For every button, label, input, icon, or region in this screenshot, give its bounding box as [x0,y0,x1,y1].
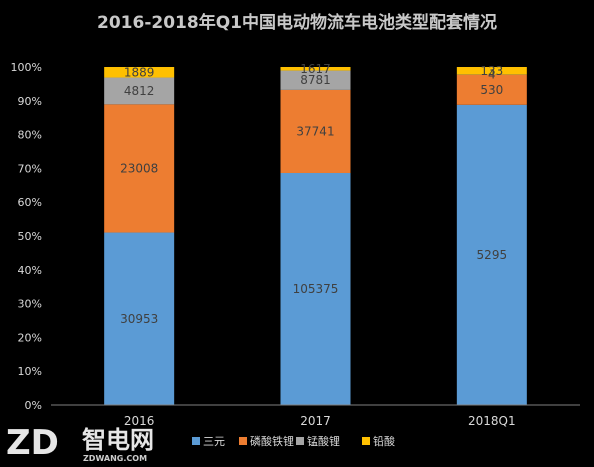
legend-swatch [296,437,304,445]
data-label: 133 [480,64,503,78]
legend-swatch [239,437,247,445]
data-label: 530 [480,83,503,97]
legend-label: 铅酸 [373,434,395,448]
y-tick-label: 40% [18,264,42,277]
legend-swatch [192,437,200,445]
legend-label: 三元 [203,435,225,448]
y-tick-label: 0% [25,399,42,412]
watermark-name: 智电网 [82,426,154,454]
y-tick-label: 100% [11,61,42,74]
data-label: 1617 [300,62,331,76]
y-tick-label: 30% [18,298,42,311]
watermark-site: ZDWANG.COM [83,454,147,463]
data-label: 5295 [477,248,508,262]
data-label: 8781 [300,73,331,87]
data-label: 4 [488,68,496,82]
y-tick-label: 60% [18,196,42,209]
data-label: 1889 [124,65,155,79]
x-tick-label: 2016 [124,414,155,428]
legend-swatch [362,437,370,445]
y-tick-label: 70% [18,162,42,175]
bar-segment [104,67,175,78]
watermark-brand: ZD [6,424,59,463]
data-label: 105375 [293,282,339,296]
legend-label: 磷酸铁锂 [250,434,294,448]
chart-title: 2016-2018年Q1中国电动物流车电池类型配套情况 [97,12,497,33]
bar-segment [104,104,175,233]
data-label: 37741 [296,124,334,138]
bar-segment [456,74,527,105]
bar-segment [280,70,351,90]
x-tick-label: 2018Q1 [468,414,516,428]
data-label: 23008 [120,161,158,175]
x-tick-label: 2017 [300,414,331,428]
y-axis: 0% 10% 20% 30% 40% 50% 60% 70% 80% 90% 100% [11,61,42,412]
bar-segment [280,89,351,173]
bar-segment [456,104,527,406]
bar-segment [280,67,351,71]
bar-segment [104,232,175,405]
legend: 三元 磷酸铁锂 锰酸锂 铅酸 [192,434,395,448]
y-tick-label: 10% [18,365,42,378]
y-tick-label: 80% [18,129,42,142]
zdwang-watermark-logo: ZD 智电网 ZDWANG.COM [6,424,154,463]
y-tick-label: 20% [18,331,42,344]
y-tick-label: 90% [18,95,42,108]
y-tick-label: 50% [18,230,42,243]
bar-segment [280,172,351,405]
bar-segment [456,67,527,75]
data-label: 4812 [124,84,155,98]
legend-label: 锰酸锂 [307,434,340,448]
x-axis-labels: 2016 2017 2018Q1 [124,414,516,428]
data-label: 30953 [120,312,158,326]
bar-segment [104,77,175,105]
